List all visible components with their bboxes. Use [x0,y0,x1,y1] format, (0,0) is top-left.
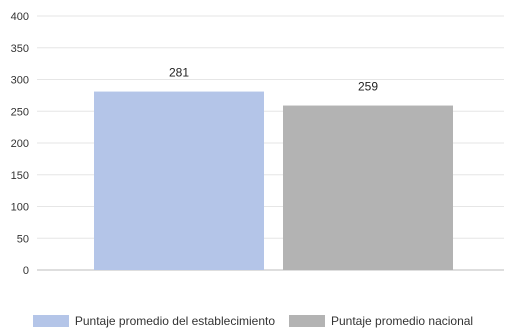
legend-label-nacional: Puntaje promedio nacional [331,314,474,328]
y-tick-label: 150 [11,170,29,182]
legend-item-establecimiento[interactable]: Puntaje promedio del establecimiento [32,314,275,328]
y-tick-label: 300 [11,75,29,87]
y-tick-label: 50 [17,233,29,245]
y-tick-label: 350 [11,43,29,55]
bar [283,105,453,270]
legend-swatch-establecimiento [32,315,69,327]
data-label: 281 [169,66,189,80]
y-tick-label: 100 [11,202,29,214]
legend-label-establecimiento: Puntaje promedio del establecimiento [74,314,275,328]
y-tick-label: 250 [11,106,29,118]
chart-legend: Puntaje promedio del establecimiento Pun… [0,314,506,328]
data-label: 259 [358,80,378,94]
bar-chart: 0 50 100 150 200 250 300 350 400 281 259 [11,11,504,277]
legend-item-nacional[interactable]: Puntaje promedio nacional [289,314,473,328]
y-tick-label: 200 [11,138,29,150]
bar [94,91,264,270]
legend-swatch-nacional [289,315,325,327]
y-tick-label: 0 [23,265,29,277]
y-tick-label: 400 [11,11,29,23]
